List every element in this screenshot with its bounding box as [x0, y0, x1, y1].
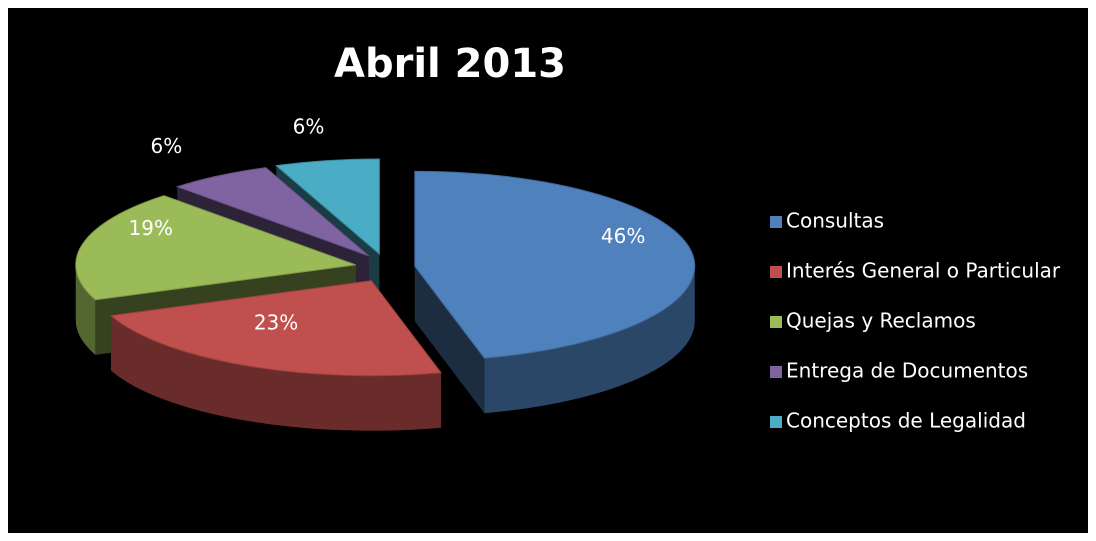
legend-marker — [770, 366, 782, 378]
slice-wall — [414, 266, 485, 414]
pie-slice — [109, 280, 442, 431]
legend-marker — [770, 216, 782, 228]
slice-top — [414, 170, 696, 359]
data-label: 23% — [254, 311, 298, 335]
data-label: 19% — [129, 216, 173, 240]
legend-label: Conceptos de Legalidad — [786, 409, 1026, 433]
legend-label: Quejas y Reclamos — [786, 309, 976, 333]
slice-side — [75, 264, 96, 355]
slice-top — [275, 158, 380, 256]
legend-label: Consultas — [786, 209, 884, 233]
legend-label: Entrega de Documentos — [786, 359, 1028, 383]
data-label: 6% — [151, 134, 183, 158]
slice-top — [109, 280, 442, 377]
slice-side — [484, 266, 695, 414]
slice-top — [175, 167, 370, 257]
slice-side — [111, 315, 442, 431]
data-label: 46% — [601, 224, 645, 248]
data-label: 6% — [293, 115, 325, 139]
legend-marker — [770, 416, 782, 428]
pie-slice — [414, 170, 696, 414]
legend-marker — [770, 316, 782, 328]
chart-title: Abril 2013 — [334, 41, 566, 87]
legend-marker — [770, 266, 782, 278]
legend-label: Interés General o Particular — [786, 259, 1061, 283]
slice-top — [75, 195, 356, 301]
